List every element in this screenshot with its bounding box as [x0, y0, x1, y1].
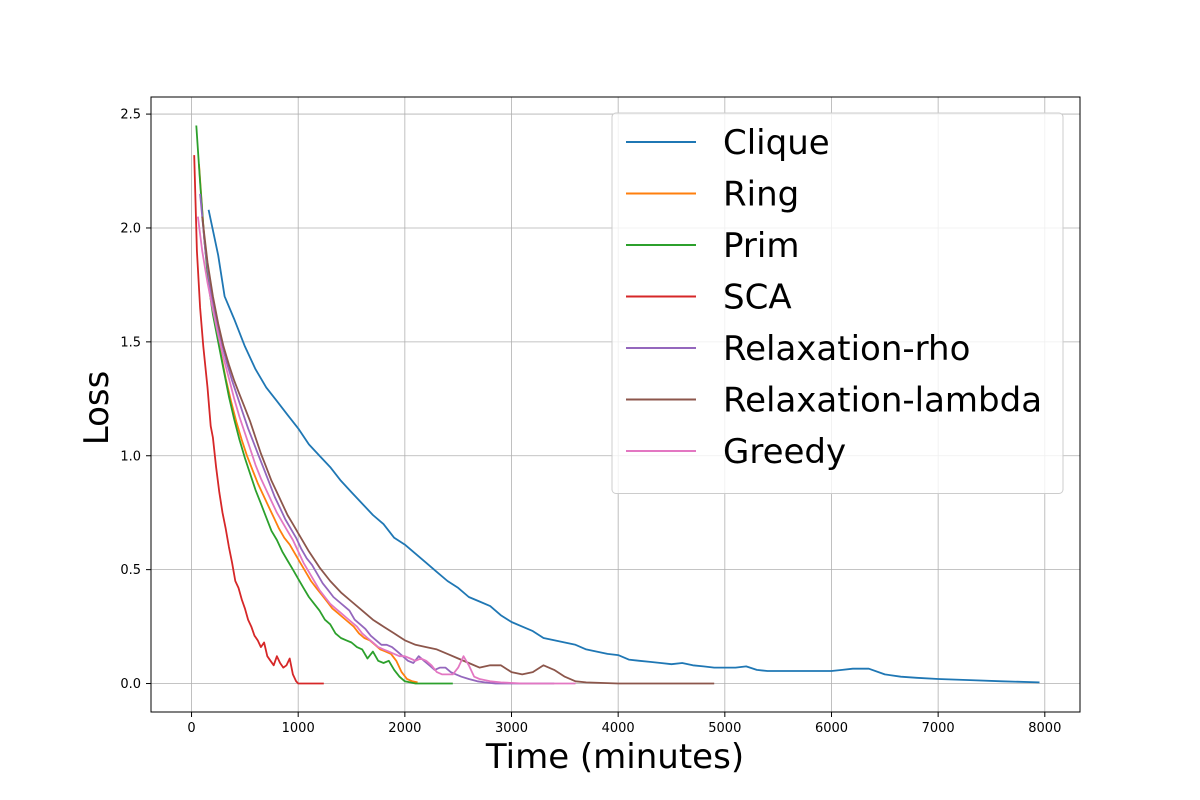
legend-box [611, 112, 1064, 494]
legend-label-relaxation-lambda: Relaxation-lambda [723, 381, 1042, 421]
x-axis-label: Time (minutes) [485, 737, 744, 777]
series-line-greedy [197, 216, 576, 685]
series-line-sca [193, 155, 324, 685]
legend-label-prim: Prim [723, 226, 799, 266]
x-tick-label: 6000 [815, 721, 848, 736]
x-tick-label: 5000 [708, 721, 741, 736]
series-line-clique [207, 209, 1040, 684]
x-tick-label: 0 [187, 721, 195, 736]
x-tick-label: 1000 [282, 721, 315, 736]
legend: Clique Ring Prim SCA Relaxation-rho Relaxatio… [611, 112, 1064, 494]
series-line-ring [198, 164, 418, 684]
legend-label-sca: SCA [723, 278, 792, 318]
x-tick-label: 4000 [602, 721, 635, 736]
y-axis-label: Loss [77, 371, 117, 446]
legend-label-clique: Clique [723, 123, 830, 163]
x-tick-label: 3000 [495, 721, 528, 736]
x-tick-label: 2000 [388, 721, 421, 736]
y-tick-label: 1.5 [120, 335, 141, 350]
x-tick-label: 7000 [922, 721, 955, 736]
axis-ticks: 0 1000 2000 3000 4000 5000 6000 7000 8000 0.0 0.5 1… [120, 108, 1061, 736]
series-line-relaxation-lambda [201, 216, 715, 685]
legend-label-ring: Ring [723, 175, 799, 215]
y-tick-label: 2.5 [120, 108, 141, 123]
legend-label-relaxation-rho: Relaxation-rho [723, 329, 970, 369]
x-tick-label: 8000 [1028, 721, 1061, 736]
y-tick-label: 0.0 [120, 677, 141, 692]
series-line-relaxation-rho [199, 193, 555, 685]
y-tick-label: 2.0 [120, 221, 141, 236]
series-line-prim [195, 125, 453, 685]
legend-label-greedy: Greedy [723, 432, 846, 472]
y-tick-label: 1.0 [120, 449, 141, 464]
y-tick-label: 0.5 [120, 563, 141, 578]
plot-frame [150, 96, 1081, 713]
series-lines [193, 125, 1040, 685]
